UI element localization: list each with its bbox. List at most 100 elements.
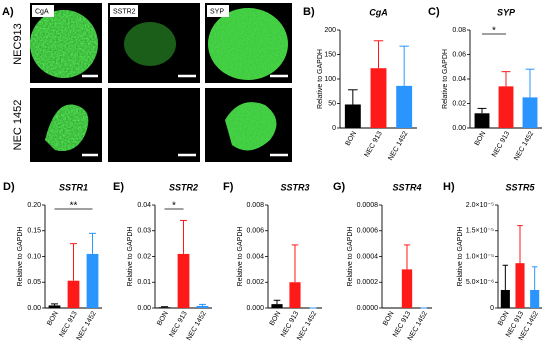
x-tick-label: BON bbox=[382, 310, 396, 327]
panel-letter: F) bbox=[223, 181, 234, 193]
y-tick-label: 0.02 bbox=[452, 100, 466, 107]
significance-label: ** bbox=[70, 201, 78, 212]
bar bbox=[177, 253, 190, 308]
y-tick-label: 1.0×10⁻⁵ bbox=[466, 253, 494, 260]
y-tick-label: 1.5×10⁻⁵ bbox=[466, 228, 494, 235]
y-tick-label: 0.03 bbox=[137, 228, 151, 235]
bar bbox=[289, 282, 301, 308]
x-tick-label: BON bbox=[497, 310, 511, 327]
chart-title: SSTR5 bbox=[505, 182, 535, 192]
y-axis-label: Relative to GAPDH bbox=[442, 49, 449, 109]
bar bbox=[67, 280, 80, 308]
label-box bbox=[207, 5, 229, 17]
y-tick-label: 200 bbox=[324, 27, 336, 34]
y-tick-label: 50 bbox=[328, 100, 336, 107]
significance-label: * bbox=[172, 201, 176, 212]
y-axis-label: Relative to GAPDH bbox=[17, 227, 24, 287]
image bbox=[108, 88, 200, 162]
y-tick-label: 0.002 bbox=[246, 279, 264, 286]
bar bbox=[396, 85, 413, 128]
y-tick-label: 0.10 bbox=[27, 253, 41, 260]
y-tick-label: 0.006 bbox=[246, 228, 264, 235]
y-tick-label: 0.00 bbox=[27, 305, 41, 312]
x-tick-label: NEC 1452 bbox=[186, 310, 208, 342]
panel-letter: G) bbox=[333, 181, 346, 193]
chart-title: CgA bbox=[369, 7, 388, 17]
y-tick-label: 0.0002 bbox=[357, 279, 379, 286]
bar bbox=[500, 289, 510, 308]
cells bbox=[124, 22, 176, 66]
panel-letter: D) bbox=[3, 181, 15, 193]
y-axis-label: Relative to GAPDH bbox=[127, 227, 134, 287]
scale-bars bbox=[82, 74, 288, 157]
y-tick-label: 0.20 bbox=[27, 202, 41, 209]
panel-letter: A) bbox=[2, 6, 14, 18]
bar bbox=[196, 305, 209, 308]
y-tick-label: 0.0006 bbox=[357, 228, 379, 235]
bar bbox=[474, 113, 490, 128]
x-tick-label: NEC 913 bbox=[59, 310, 79, 338]
panel-letter: E) bbox=[113, 181, 124, 193]
cells bbox=[225, 102, 277, 151]
x-tick-label: NEC 913 bbox=[280, 310, 300, 338]
y-tick-label: 5.0×10⁻⁶ bbox=[466, 279, 494, 286]
y-tick-label: 0.01 bbox=[137, 279, 151, 286]
bar bbox=[515, 263, 525, 308]
x-tick-label: BON bbox=[345, 130, 359, 147]
y-tick-label: 0.04 bbox=[452, 76, 466, 83]
bar bbox=[48, 305, 61, 308]
x-tick-label: NEC 1452 bbox=[76, 310, 98, 342]
y-tick-label: 2.0×10⁻⁵ bbox=[466, 202, 494, 209]
chart-title: SSTR4 bbox=[392, 182, 421, 192]
x-tick-label: NEC 913 bbox=[169, 310, 189, 338]
x-tick-label: BON bbox=[156, 310, 170, 327]
column-label: SSTR2 bbox=[113, 8, 136, 15]
y-axis-label: Relative to GAPDH bbox=[457, 227, 464, 287]
cells bbox=[208, 8, 288, 80]
bar bbox=[522, 97, 538, 128]
label-box bbox=[32, 5, 54, 17]
bar bbox=[271, 304, 283, 308]
y-tick-label: 0.00 bbox=[452, 125, 466, 132]
x-tick-label: NEC 1452 bbox=[513, 130, 535, 162]
bar bbox=[498, 86, 514, 128]
y-tick-label: 0 bbox=[332, 125, 336, 132]
cells bbox=[45, 104, 89, 151]
y-tick-label: 0.02 bbox=[137, 253, 151, 260]
y-tick-label: 0.0008 bbox=[357, 202, 379, 209]
y-tick-label: 0.05 bbox=[27, 279, 41, 286]
x-tick-label: BON bbox=[269, 310, 283, 327]
significance-label: * bbox=[492, 26, 496, 37]
column-label: CgA bbox=[35, 8, 49, 15]
y-axis-label: Relative to GAPDH bbox=[347, 227, 354, 287]
panel-letter: B) bbox=[303, 6, 315, 18]
y-tick-label: 0.15 bbox=[27, 228, 41, 235]
bar bbox=[401, 269, 413, 308]
x-tick-label: BON bbox=[474, 130, 488, 147]
y-tick-label: 0.0000 bbox=[357, 305, 379, 312]
panel-letter: C) bbox=[428, 6, 440, 18]
row-label: NEC 1452 bbox=[12, 100, 24, 151]
row-label: NEC913 bbox=[12, 23, 24, 65]
y-axis-label: Relative to GAPDH bbox=[237, 227, 244, 287]
y-tick-label: 100 bbox=[324, 76, 336, 83]
x-tick-label: NEC 1452 bbox=[387, 130, 409, 162]
y-tick-label: 0.04 bbox=[137, 202, 151, 209]
y-axis-label: Relative to GAPDH bbox=[317, 49, 324, 109]
y-tick-label: 0.00 bbox=[137, 305, 151, 312]
y-tick-label: 0.008 bbox=[246, 202, 264, 209]
y-tick-label: 0.06 bbox=[452, 51, 466, 58]
bar bbox=[530, 289, 540, 308]
bar bbox=[158, 307, 171, 308]
bar bbox=[370, 68, 387, 128]
y-tick-label: 0.004 bbox=[246, 253, 264, 260]
chart-title: SSTR3 bbox=[280, 182, 309, 192]
bar bbox=[344, 104, 361, 128]
y-tick-label: 0.0004 bbox=[357, 253, 379, 260]
x-tick-label: NEC 913 bbox=[491, 130, 511, 158]
chart-title: SSTR1 bbox=[59, 182, 88, 192]
x-tick-label: BON bbox=[46, 310, 60, 327]
panel-a: A) CgA SSTR2 SYP NEC913 NEC 1452 bbox=[2, 3, 292, 162]
chart-title: SSTR2 bbox=[169, 182, 198, 192]
y-tick-label: 0 bbox=[490, 305, 494, 312]
